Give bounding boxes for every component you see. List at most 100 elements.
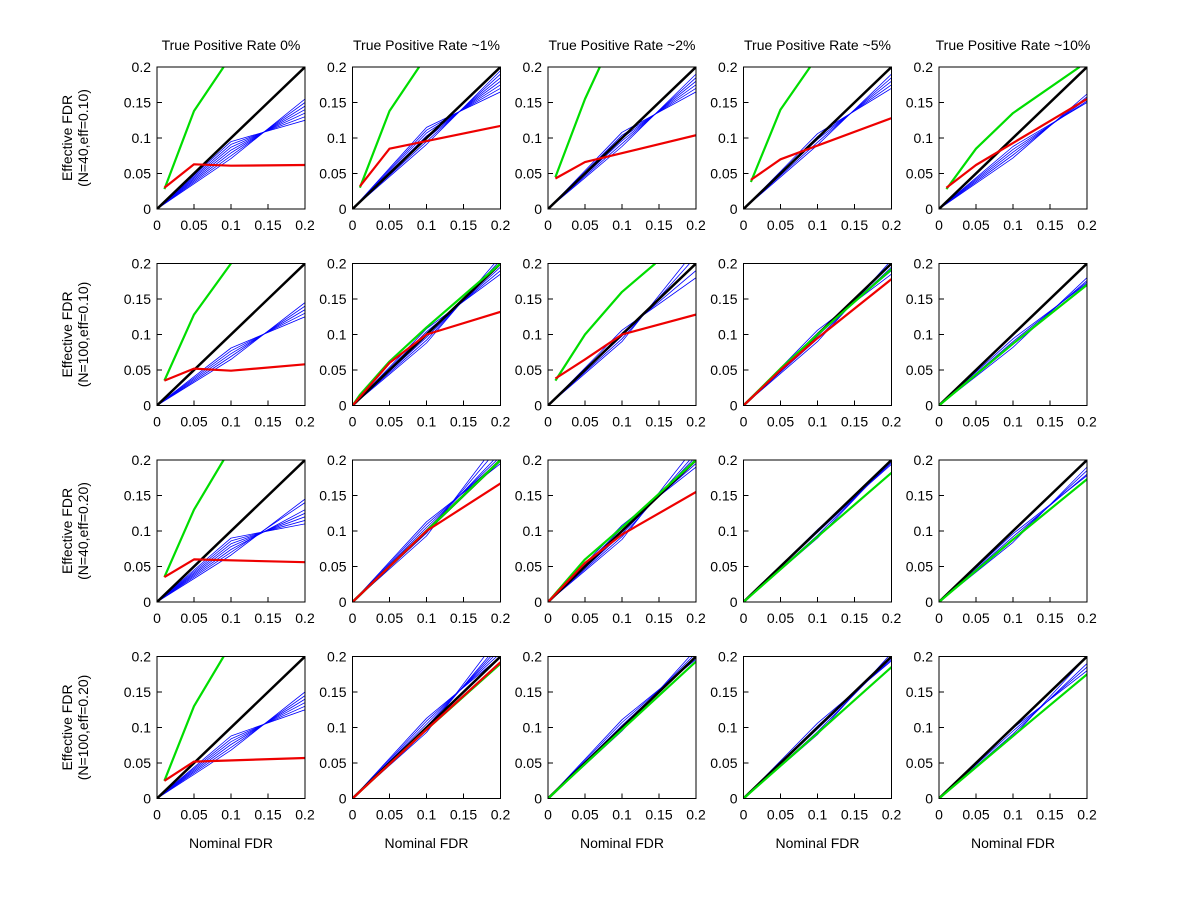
xlabel: Nominal FDR (580, 835, 664, 851)
panel: 00 0.05 0.05 0.1 0.1 0.15 0.15 0.2 0.2 (710, 256, 901, 430)
x-tick-label: 0 (935, 610, 943, 626)
series-line-green (743, 471, 892, 602)
series-line-blue (939, 100, 1087, 209)
y-tick-label: 0.05 (906, 559, 933, 575)
series-line-black (939, 67, 1087, 209)
y-tick-label: 0 (534, 398, 542, 414)
series-line-blue (352, 656, 501, 799)
x-tick-label: 0.15 (450, 217, 477, 233)
series-line-red (163, 363, 305, 382)
y-tick-label: 0.2 (914, 649, 934, 665)
x-tick-label: 0.15 (1036, 414, 1063, 430)
ylabel-line: (N=40,eff=0.20) (75, 482, 91, 580)
x-tick-label: 0 (153, 217, 161, 233)
series-line-blue (157, 116, 305, 209)
y-tick-label: 0.1 (718, 327, 738, 343)
x-tick-label: 0.1 (221, 610, 241, 626)
y-tick-label: 0 (143, 201, 151, 217)
y-tick-label: 0 (730, 791, 738, 807)
y-tick-label: 0.05 (319, 559, 346, 575)
series-line-green (163, 460, 225, 578)
x-tick-label: 0.05 (767, 414, 794, 430)
series-line-green (554, 67, 601, 178)
series-line-green (945, 67, 1081, 190)
y-tick-label: 0.2 (523, 452, 543, 468)
x-tick-label: 0.1 (612, 414, 632, 430)
y-tick-label: 0.2 (718, 59, 738, 75)
panel: 00 0.05 0.05 0.1 0.1 0.15 0.15 0.2 0.2 (710, 59, 901, 233)
series-line-red (163, 756, 305, 782)
y-tick-label: 0.15 (515, 488, 542, 504)
series-line-red (163, 163, 305, 189)
y-tick-label: 0.15 (319, 291, 346, 307)
y-tick-label: 0 (730, 201, 738, 217)
y-tick-label: 0.1 (914, 720, 934, 736)
panel: 00 0.05 0.05 0.1 0.1 0.15 0.15 0.2 0.2 (906, 452, 1097, 626)
y-tick-label: 0 (730, 594, 738, 610)
y-tick-label: 0.1 (914, 130, 934, 146)
series-line-red (750, 117, 892, 181)
x-tick-label: 0.1 (1003, 807, 1023, 823)
x-tick-label: 0.2 (491, 217, 511, 233)
y-tick-label: 0.1 (718, 720, 738, 736)
y-tick-label: 0.1 (132, 523, 152, 539)
y-tick-label: 0.05 (710, 166, 737, 182)
y-tick-label: 0.2 (523, 59, 543, 75)
y-tick-label: 0.15 (906, 684, 933, 700)
y-tick-label: 0.05 (124, 362, 151, 378)
y-tick-label: 0.1 (914, 523, 934, 539)
series-line-green (548, 460, 696, 602)
y-tick-label: 0 (339, 398, 347, 414)
x-tick-label: 0.1 (612, 217, 632, 233)
x-tick-label: 0.2 (882, 610, 902, 626)
y-tick-label: 0 (534, 594, 542, 610)
y-tick-label: 0.1 (327, 327, 347, 343)
x-tick-label: 0.05 (767, 807, 794, 823)
x-tick-label: 0.1 (808, 610, 828, 626)
x-tick-label: 0.1 (808, 217, 828, 233)
x-tick-label: 0.2 (295, 414, 315, 430)
y-tick-label: 0 (143, 398, 151, 414)
x-tick-label: 0.05 (767, 610, 794, 626)
x-tick-label: 0 (153, 610, 161, 626)
y-tick-label: 0 (925, 201, 933, 217)
x-tick-label: 0.1 (612, 807, 632, 823)
x-tick-label: 0 (349, 217, 357, 233)
series-line-red (163, 558, 305, 579)
series-line-red (352, 661, 501, 799)
panel: 00 0.05 0.05 0.1 0.1 0.15 0.15 0.2 0.2 (319, 256, 510, 430)
panel: 00 0.05 0.05 0.1 0.1 0.15 0.15 0.2 0.2 (124, 649, 315, 823)
x-tick-label: 0.2 (686, 414, 706, 430)
x-tick-label: 0.1 (221, 807, 241, 823)
y-tick-label: 0.15 (906, 291, 933, 307)
y-tick-label: 0 (534, 201, 542, 217)
y-tick-label: 0.1 (523, 130, 543, 146)
x-tick-label: 0.05 (376, 610, 403, 626)
y-tick-label: 0 (925, 398, 933, 414)
x-tick-label: 0.1 (1003, 610, 1023, 626)
x-tick-label: 0.15 (450, 414, 477, 430)
plot-area (743, 263, 892, 406)
series-line-blue (157, 709, 305, 799)
x-tick-label: 0.2 (882, 807, 902, 823)
x-tick-label: 0.2 (882, 217, 902, 233)
y-tick-label: 0.05 (710, 559, 737, 575)
x-tick-label: 0.15 (254, 414, 281, 430)
series-line-green (743, 666, 892, 799)
x-tick-label: 0 (153, 807, 161, 823)
y-tick-label: 0.15 (710, 488, 737, 504)
x-tick-label: 0.15 (841, 217, 868, 233)
panel: 00 0.05 0.05 0.1 0.1 0.15 0.15 0.2 0.2 (319, 452, 510, 626)
ylabel-line: (N=100,eff=0.20) (75, 675, 91, 781)
plot-area (939, 67, 1087, 209)
x-tick-label: 0 (935, 807, 943, 823)
x-tick-label: 0.15 (1036, 610, 1063, 626)
x-tick-label: 0.1 (1003, 414, 1023, 430)
series-line-black (157, 656, 305, 799)
x-tick-label: 0.05 (962, 414, 989, 430)
y-tick-label: 0.05 (906, 362, 933, 378)
x-tick-label: 0.15 (1036, 217, 1063, 233)
series-line-red (548, 491, 696, 602)
y-tick-label: 0.15 (710, 684, 737, 700)
